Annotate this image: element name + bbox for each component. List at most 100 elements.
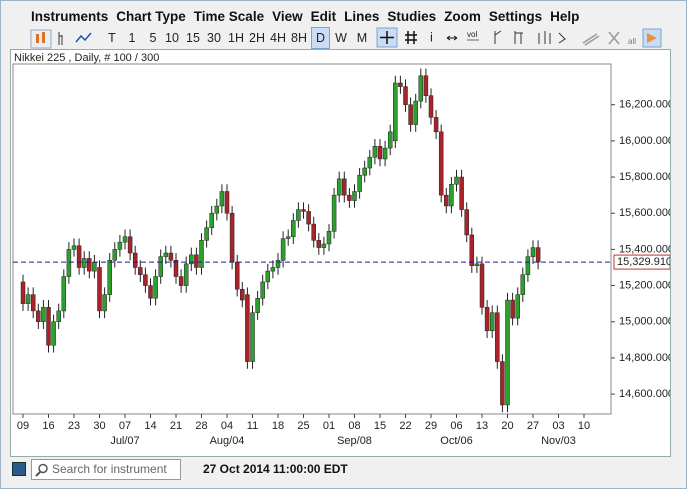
search-box[interactable]: Search for instrument <box>31 459 181 480</box>
x-tick-label: 03 <box>552 420 564 432</box>
menu-item[interactable]: Zoom <box>444 9 481 24</box>
candle-body <box>347 194 352 201</box>
menu-item[interactable]: View <box>272 9 303 24</box>
timeframe-button[interactable]: D <box>311 27 330 49</box>
candle-body <box>30 294 36 312</box>
timeframe-button[interactable]: 4H <box>270 31 286 45</box>
menu-item[interactable]: Lines <box>344 9 380 24</box>
timeframe-button[interactable]: 30 <box>207 31 221 45</box>
x-tick-label: 27 <box>527 420 539 432</box>
timeframe-button[interactable]: 10 <box>165 31 179 45</box>
bar-icon[interactable] <box>58 32 63 45</box>
candle-body <box>148 285 153 299</box>
grid-button[interactable] <box>405 31 417 44</box>
menu-item[interactable]: Settings <box>488 9 543 24</box>
menu-item[interactable]: Edit <box>310 9 337 24</box>
candle-body <box>199 240 204 268</box>
x-tick-label: 04 <box>221 420 233 432</box>
candle-body <box>214 205 220 214</box>
candle-body <box>433 117 439 133</box>
y-tick-label: 15,800.000 <box>619 171 670 183</box>
timeframe-button[interactable]: T <box>108 31 116 45</box>
candle-body <box>403 86 408 105</box>
candle-body <box>280 238 286 261</box>
candle-body <box>331 194 337 232</box>
candle-body <box>398 82 403 87</box>
panel-icon[interactable] <box>12 462 26 476</box>
volume-button[interactable]: vol <box>467 30 477 39</box>
candle-body <box>117 241 123 250</box>
menu-item[interactable]: Instruments <box>31 9 109 24</box>
delete-all-button[interactable]: all <box>628 37 636 46</box>
x-tick-label: 29 <box>425 420 437 432</box>
candle-body <box>92 261 97 272</box>
line-icon[interactable] <box>75 32 92 43</box>
candle-body <box>102 294 107 312</box>
x-month-label: Jul/07 <box>110 435 139 447</box>
candle-body <box>362 167 367 176</box>
candle-body <box>418 75 424 102</box>
candle-body <box>311 223 316 241</box>
candle-body <box>112 249 118 261</box>
candle-body <box>515 294 520 319</box>
x-tick-label: 07 <box>119 420 131 432</box>
candle-body <box>484 307 490 332</box>
candle-body <box>138 267 143 275</box>
candle-body <box>510 299 515 319</box>
candle-body <box>204 227 209 241</box>
menu-item[interactable]: Help <box>550 9 580 24</box>
candle-body <box>382 147 388 160</box>
timeframe-button[interactable]: 15 <box>186 31 200 45</box>
y-tick-label: 15,400.000 <box>619 243 670 255</box>
candle-body <box>260 281 265 299</box>
timeframe-button[interactable]: 1H <box>228 31 244 45</box>
info-button[interactable]: i <box>430 29 433 44</box>
candle-body <box>408 104 413 125</box>
candle-body <box>326 231 332 245</box>
x-tick-label: 15 <box>374 420 386 432</box>
menu-item[interactable]: Time Scale <box>193 9 265 24</box>
candle-body <box>489 312 495 332</box>
candle-body <box>127 236 133 254</box>
candle-body <box>209 212 214 228</box>
pan-button[interactable] <box>446 35 458 41</box>
chart-panel: Nikkei 225 , Daily, # 100 / 300 14,600.0… <box>10 49 674 457</box>
candle-body <box>464 209 469 236</box>
bottom-bar: Search for instrument 27 Oct 2014 11:00:… <box>1 457 686 485</box>
drawing-tools[interactable] <box>494 30 566 44</box>
candle-body <box>143 274 148 286</box>
candle-body <box>132 252 138 268</box>
candle-body <box>122 236 128 243</box>
candle-body <box>520 274 526 295</box>
candle-body <box>183 263 189 286</box>
candle-body <box>296 209 301 221</box>
candle-body <box>270 267 276 272</box>
candle-body <box>336 178 342 196</box>
timeframe-button[interactable]: W <box>335 31 347 45</box>
candle-body <box>71 245 77 250</box>
delete-tools[interactable] <box>582 31 620 46</box>
candle-body <box>168 252 174 261</box>
tool-icons: i vol all <box>376 27 662 48</box>
menu-item[interactable]: Studies <box>387 9 437 24</box>
candle-body <box>505 299 510 406</box>
x-tick-label: 14 <box>144 420 156 432</box>
candle-body <box>469 234 475 266</box>
chart-type-button[interactable] <box>30 29 52 49</box>
timeframe-button[interactable]: M <box>356 31 368 45</box>
x-tick-label: 11 <box>247 420 258 432</box>
menu-item[interactable]: Chart Type <box>116 9 186 24</box>
timeframe-button[interactable]: 8H <box>291 31 307 45</box>
timeframe-button[interactable]: 2H <box>249 31 265 45</box>
chart-title: Nikkei 225 , Daily, # 100 / 300 <box>14 52 159 64</box>
chart: Nikkei 225 , Daily, # 100 / 300 14,600.0… <box>12 52 674 447</box>
x-month-label: Oct/06 <box>440 435 472 447</box>
candle-body <box>51 321 56 346</box>
candle-body <box>291 220 296 237</box>
timeframe-button[interactable]: 5 <box>149 31 157 45</box>
candle-body <box>107 260 112 295</box>
timeframe-button[interactable]: 1 <box>128 31 136 45</box>
candle-body <box>189 254 194 265</box>
y-tick-label: 15,200.000 <box>619 279 670 291</box>
